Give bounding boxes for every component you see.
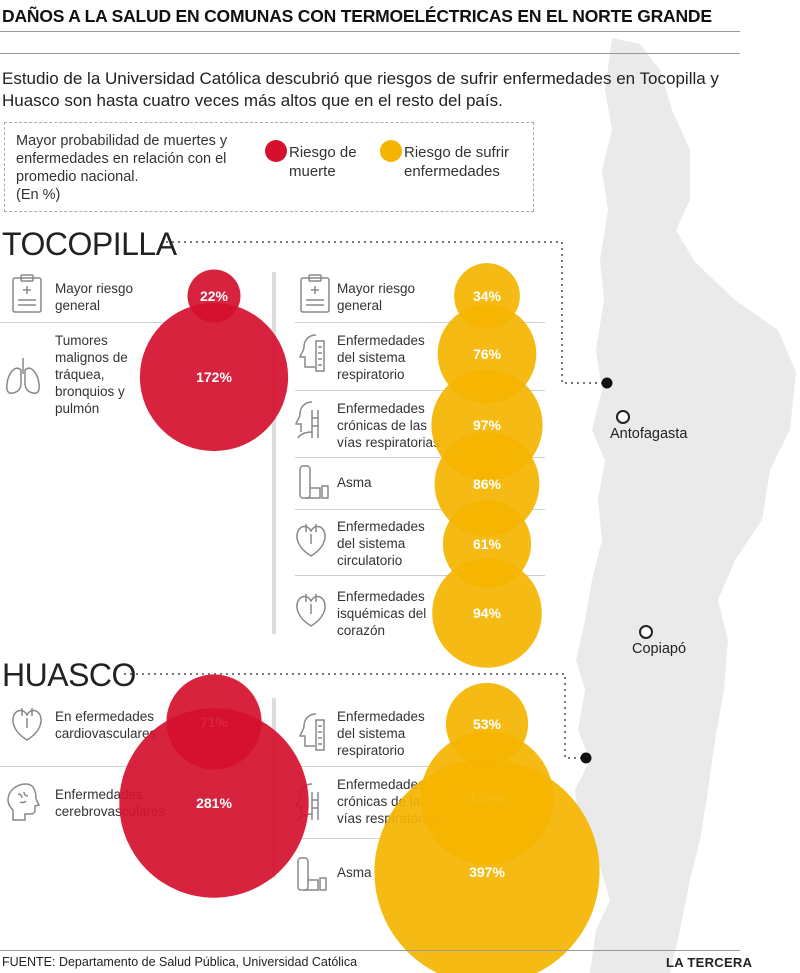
clipboard-icon bbox=[12, 274, 42, 313]
row-divider bbox=[295, 575, 545, 576]
row-label: Enfermedades del sistema circulatorio bbox=[337, 519, 425, 568]
huasco-marker bbox=[580, 752, 592, 764]
bubble-disease bbox=[374, 759, 600, 973]
legend-disease-dot bbox=[380, 140, 402, 162]
tocopilla-leader-line bbox=[166, 241, 606, 384]
bubble-value-label: 22% bbox=[200, 288, 229, 304]
bubble-death bbox=[119, 708, 309, 898]
page-subtitle: Estudio de la Universidad Católica descu… bbox=[2, 69, 719, 110]
heart-icon bbox=[296, 524, 326, 557]
bubble-value-label: 53% bbox=[473, 716, 502, 732]
row-label: Mayor riesgo general bbox=[337, 281, 416, 313]
copiapo-city-dot bbox=[639, 625, 653, 639]
bubble-value-label: 76% bbox=[473, 346, 502, 362]
footer-source: FUENTE: Departamento de Salud Pública, U… bbox=[2, 955, 358, 969]
respiratory-icon bbox=[299, 334, 325, 372]
bubble-value-label: 281% bbox=[196, 795, 232, 811]
row-label: Asma bbox=[337, 865, 372, 880]
section-title-huasco: HUASCO bbox=[2, 657, 136, 693]
airway-icon bbox=[295, 401, 319, 439]
huasco-leader-line bbox=[124, 673, 585, 759]
row-label: Enfermedades del sistema respiratorio bbox=[337, 709, 425, 758]
legend-death-label: Riesgo de muerte bbox=[289, 144, 357, 180]
bubble-value-label: 34% bbox=[473, 288, 502, 304]
row-label: Enfermedades del sistema respiratorio bbox=[337, 333, 425, 382]
row-label: Asma bbox=[337, 475, 372, 490]
row-divider bbox=[295, 509, 545, 510]
tocopilla-marker bbox=[601, 377, 613, 389]
title-rule-bottom bbox=[0, 53, 740, 54]
footer-brand: LA TERCERA bbox=[666, 955, 753, 970]
respiratory-icon bbox=[299, 713, 325, 751]
bubble-disease bbox=[432, 558, 542, 668]
row-label: Enfermedades crónicas de las vías respir… bbox=[337, 401, 440, 450]
city-label-antofagasta: Antofagasta bbox=[610, 426, 688, 442]
bubble-value-label: 397% bbox=[469, 864, 505, 880]
city-label-copiapo: Copiapó bbox=[632, 641, 687, 657]
row-label: Tumores malignos de tráquea, bronquios y… bbox=[55, 333, 128, 416]
heart-icon bbox=[12, 708, 42, 741]
lungs-icon bbox=[6, 358, 40, 394]
legend-description-text: Mayor probabilidad de muertes y enfermed… bbox=[16, 133, 228, 185]
legend-death-dot bbox=[265, 140, 287, 162]
bubble-value-label: 86% bbox=[473, 476, 502, 492]
bubble-value-label: 172% bbox=[196, 369, 232, 385]
row-label: Mayor riesgo general bbox=[55, 281, 134, 313]
tocopilla-column-separator bbox=[272, 272, 276, 634]
bubble-value-label: 94% bbox=[473, 605, 502, 621]
row-label: En efermedades cardiovasculares bbox=[55, 709, 157, 741]
inhaler-icon bbox=[299, 465, 329, 499]
legend-unit: (En %) bbox=[16, 187, 61, 203]
brain-icon bbox=[7, 783, 41, 821]
row-divider bbox=[295, 322, 545, 323]
chile-map-silhouette bbox=[575, 38, 796, 973]
clipboard-icon bbox=[300, 274, 330, 313]
row-divider bbox=[295, 390, 545, 391]
row-divider bbox=[295, 457, 545, 458]
bubble-death bbox=[139, 302, 289, 452]
legend-disease-label: Riesgo de sufrir enfermedades bbox=[404, 144, 510, 180]
footer-rule bbox=[0, 950, 740, 951]
bubble-value-label: 97% bbox=[473, 417, 502, 433]
legend-description: Mayor probabilidad de muertes y enfermed… bbox=[16, 132, 256, 204]
antofagasta-city-dot bbox=[616, 410, 630, 424]
row-divider bbox=[0, 322, 258, 323]
heart-icon bbox=[296, 594, 326, 627]
section-title-tocopilla: TOCOPILLA bbox=[2, 226, 177, 262]
page-title: DAÑOS A LA SALUD EN COMUNAS CON TERMOELÉ… bbox=[2, 6, 712, 26]
inhaler-icon bbox=[297, 857, 327, 891]
legend-box bbox=[4, 122, 534, 212]
row-label: Enfermedades isquémicas del corazón bbox=[337, 589, 427, 638]
bubble-value-label: 61% bbox=[473, 536, 502, 552]
title-rule-top bbox=[0, 31, 740, 32]
row-divider bbox=[295, 766, 545, 767]
